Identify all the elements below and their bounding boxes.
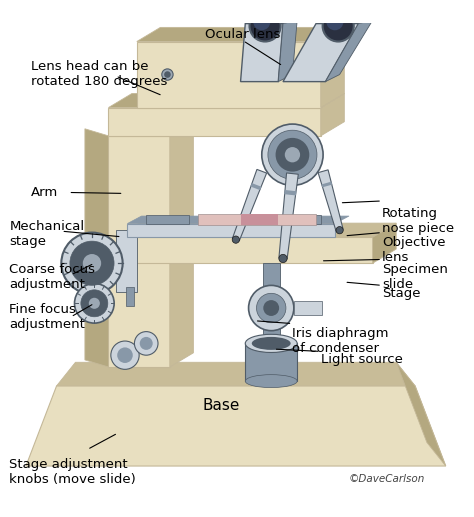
Text: Rotating
nose piece: Rotating nose piece (382, 207, 454, 235)
Polygon shape (128, 223, 335, 237)
Polygon shape (321, 94, 344, 136)
Circle shape (253, 13, 270, 31)
Polygon shape (109, 136, 170, 367)
Circle shape (232, 236, 239, 244)
Polygon shape (240, 214, 278, 224)
Polygon shape (396, 362, 446, 466)
Polygon shape (245, 343, 297, 381)
Polygon shape (127, 287, 135, 306)
Polygon shape (278, 20, 297, 82)
Polygon shape (318, 170, 343, 231)
Polygon shape (321, 27, 344, 108)
Polygon shape (273, 215, 321, 223)
Polygon shape (109, 94, 344, 108)
Circle shape (263, 300, 279, 316)
Circle shape (140, 337, 153, 350)
Circle shape (81, 290, 108, 317)
Text: Stage: Stage (382, 287, 420, 300)
Polygon shape (116, 237, 373, 263)
Circle shape (83, 254, 101, 272)
Polygon shape (250, 183, 262, 190)
Circle shape (275, 138, 310, 172)
Text: Coarse focus
adjustment: Coarse focus adjustment (9, 263, 95, 292)
Circle shape (255, 16, 263, 22)
Polygon shape (373, 223, 396, 263)
Circle shape (74, 283, 114, 323)
Polygon shape (198, 214, 316, 224)
Circle shape (262, 124, 323, 186)
Polygon shape (26, 386, 446, 466)
Polygon shape (232, 170, 267, 241)
Polygon shape (146, 215, 189, 223)
Circle shape (256, 293, 286, 323)
Circle shape (268, 130, 317, 179)
Circle shape (164, 71, 171, 78)
Text: Iris diaphragm
of condenser: Iris diaphragm of condenser (292, 327, 389, 355)
Polygon shape (170, 121, 193, 367)
Circle shape (326, 13, 344, 31)
Polygon shape (294, 301, 322, 315)
Text: Ocular lens: Ocular lens (205, 27, 281, 41)
Text: Fine focus
adjustment: Fine focus adjustment (9, 303, 85, 331)
Text: Light source: Light source (321, 353, 402, 366)
Text: Arm: Arm (31, 186, 58, 199)
Polygon shape (56, 362, 415, 386)
Circle shape (279, 254, 287, 263)
Circle shape (328, 16, 336, 22)
Text: Stage adjustment
knobs (move slide): Stage adjustment knobs (move slide) (9, 458, 136, 485)
Polygon shape (128, 216, 349, 223)
Text: Objective
lens: Objective lens (382, 236, 446, 264)
Polygon shape (326, 20, 373, 82)
Circle shape (285, 147, 300, 162)
Polygon shape (279, 173, 298, 259)
Text: Base: Base (203, 398, 240, 413)
Polygon shape (321, 181, 332, 187)
Text: Lens head can be
rotated 180 degrees: Lens head can be rotated 180 degrees (31, 60, 167, 88)
Ellipse shape (245, 375, 297, 388)
Polygon shape (116, 223, 396, 237)
Circle shape (323, 10, 354, 41)
Circle shape (61, 233, 123, 294)
Circle shape (117, 347, 133, 363)
Circle shape (162, 69, 173, 80)
Ellipse shape (245, 334, 297, 353)
Polygon shape (85, 129, 109, 367)
Polygon shape (284, 190, 296, 195)
Text: Specimen
slide: Specimen slide (382, 263, 448, 291)
Text: Mechanical
stage: Mechanical stage (9, 220, 84, 248)
Circle shape (111, 341, 139, 369)
Circle shape (336, 226, 343, 234)
Polygon shape (109, 108, 321, 136)
Polygon shape (137, 41, 321, 108)
Polygon shape (116, 230, 137, 292)
Ellipse shape (252, 337, 291, 350)
Polygon shape (263, 263, 280, 358)
Circle shape (89, 298, 100, 309)
Circle shape (70, 241, 114, 285)
Circle shape (249, 10, 281, 41)
Polygon shape (137, 27, 344, 41)
Circle shape (248, 285, 294, 331)
Circle shape (135, 331, 158, 355)
Polygon shape (240, 24, 283, 82)
Text: ©DaveCarlson: ©DaveCarlson (349, 474, 425, 484)
Polygon shape (283, 24, 358, 82)
